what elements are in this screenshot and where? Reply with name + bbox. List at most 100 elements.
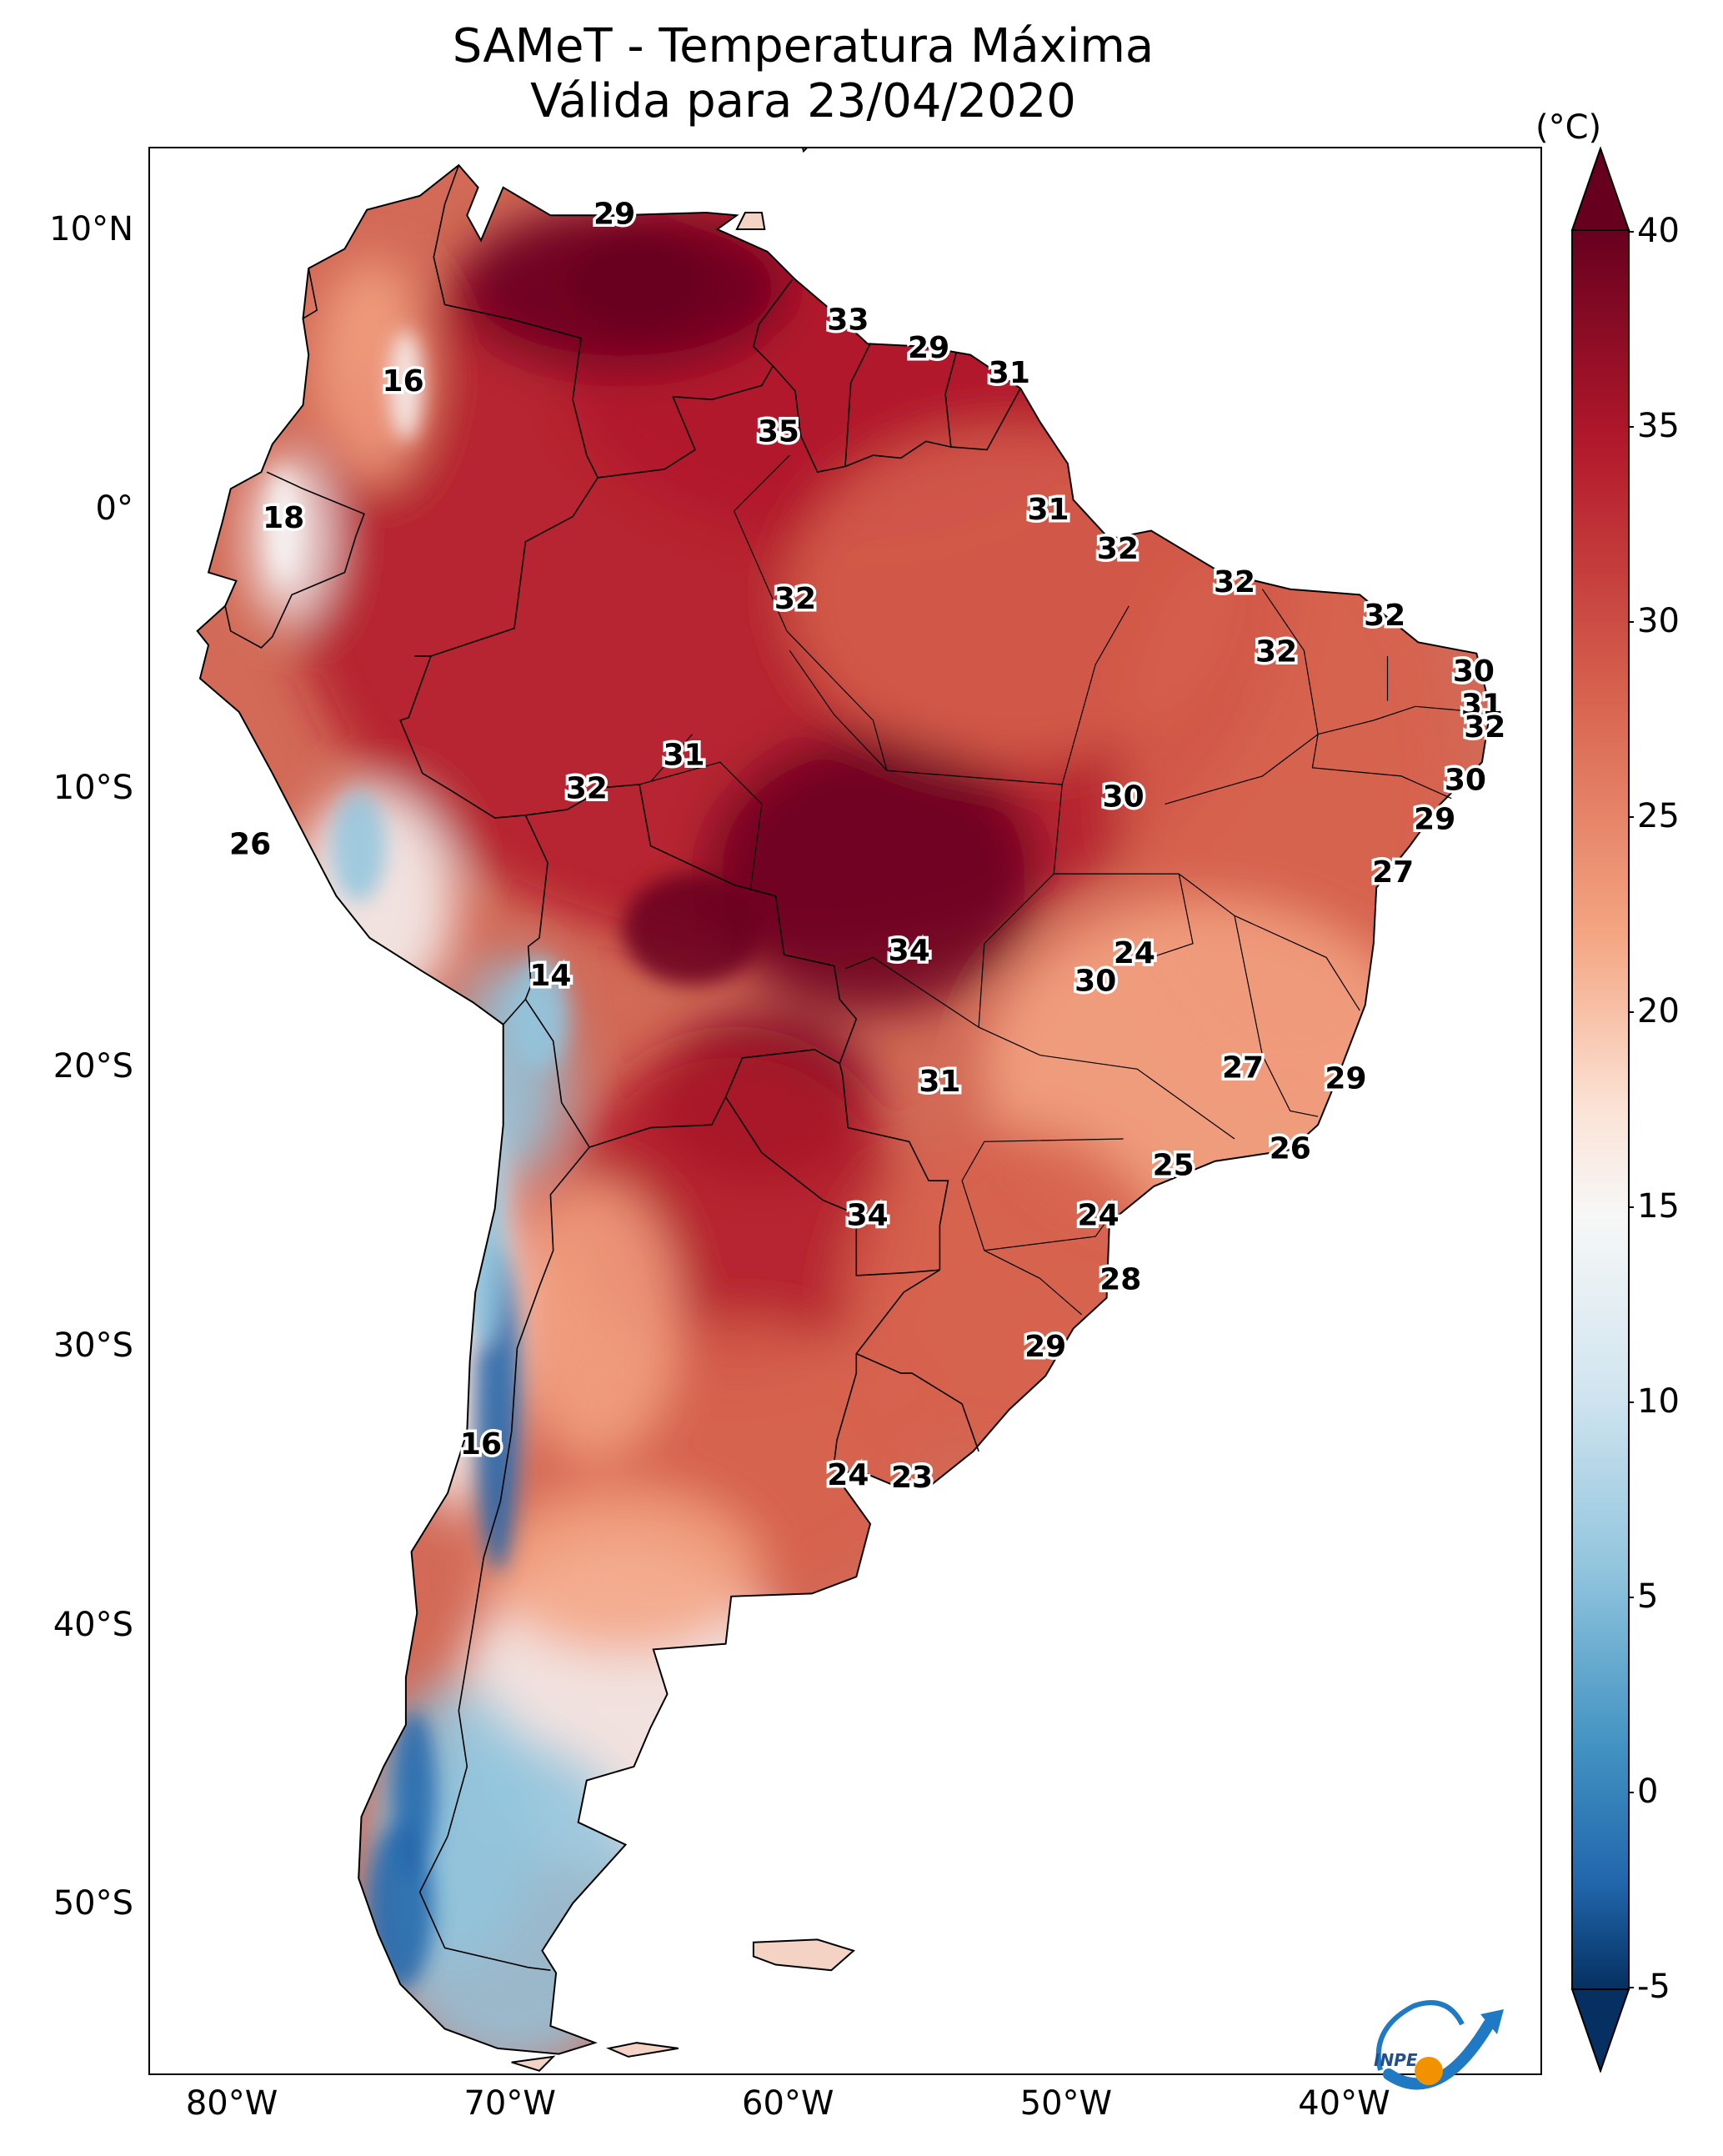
temperature-label: 34 <box>889 934 930 968</box>
border-line <box>855 1352 979 1452</box>
map-title: SAMeT - Temperatura Máxima <box>452 19 1155 73</box>
border-line <box>303 268 318 319</box>
temperature-label: 33 <box>827 303 869 337</box>
temperature-label: 32 <box>1464 710 1505 745</box>
temperature-label: 30 <box>1074 965 1116 999</box>
island <box>606 2042 679 2058</box>
state-border-line <box>984 1250 1082 1316</box>
border-line <box>833 1269 940 1463</box>
colorbar-tick-label: 25 <box>1637 797 1680 835</box>
colorbar-tick-label: 0 <box>1637 1772 1659 1811</box>
colorbar-tick-label: -5 <box>1637 1968 1670 2006</box>
temperature-label: 32 <box>774 582 816 616</box>
temperature-label: 32 <box>1364 599 1405 633</box>
border-line <box>597 278 794 479</box>
temperature-label: 29 <box>1414 802 1455 836</box>
state-border-line <box>1234 915 1319 1117</box>
latitude-tick-label: 10°S <box>53 768 133 807</box>
state-border-line <box>1178 873 1360 1011</box>
island <box>735 212 766 230</box>
state-border-line <box>1317 705 1480 735</box>
island <box>752 1938 856 1972</box>
latitude-tick-label: 50°S <box>53 1884 133 1923</box>
border-line <box>524 999 840 1148</box>
state-border-line <box>1311 734 1452 800</box>
continent-temperature-field <box>197 165 1490 2054</box>
temperature-label: 32 <box>1255 635 1297 669</box>
state-border-line <box>639 761 763 888</box>
temperature-label: 32 <box>566 772 608 806</box>
temperature-label: 26 <box>1270 1131 1311 1166</box>
temperature-label: 24 <box>1078 1199 1119 1233</box>
temperature-label: 29 <box>908 331 949 365</box>
latitude-tick-label: 0° <box>95 489 133 529</box>
latitude-tick-label: 30°S <box>53 1326 133 1365</box>
colorbar-tick-label: 10 <box>1637 1382 1680 1421</box>
colorbar <box>1570 147 1634 2073</box>
temperature-label: 16 <box>460 1427 502 1462</box>
temperature-label: 31 <box>919 1065 960 1099</box>
colorbar-tick-label: 35 <box>1637 407 1680 445</box>
temperature-blob <box>623 874 762 985</box>
temperature-label: 32 <box>1097 532 1139 566</box>
longitude-tick-label: 80°W <box>185 2084 278 2123</box>
temperature-label: 29 <box>594 197 635 231</box>
inpe-logo-text: INPE <box>1374 2050 1418 2070</box>
temperature-label: 16 <box>383 364 424 399</box>
temperature-blob <box>330 790 387 902</box>
latitude-tick-label: 10°N <box>49 210 133 249</box>
colorbar-gradient <box>1571 229 1630 1990</box>
island <box>802 148 808 153</box>
state-border-line <box>650 734 693 782</box>
temperature-label: 24 <box>827 1458 869 1492</box>
temperature-label: 24 <box>1114 936 1155 970</box>
state-border-line <box>789 649 888 771</box>
temperature-label: 31 <box>1461 688 1503 722</box>
temperature-blob <box>388 329 423 442</box>
temperature-label: 30 <box>1453 654 1495 689</box>
temperature-label: 31 <box>989 356 1030 390</box>
map-frame: 29 16 33 29 31 35 18 31 32 32 32 32 32 30 31 32 31 30 32 30… <box>148 147 1542 2075</box>
border-line <box>418 1146 590 1971</box>
temperature-label: 18 <box>263 501 304 535</box>
temperature-label: 29 <box>1325 1062 1366 1096</box>
temperature-label: 34 <box>847 1199 889 1233</box>
temperature-label: 25 <box>1153 1148 1195 1182</box>
longitude-tick-label: 50°W <box>1019 2084 1113 2123</box>
island <box>511 2055 556 2072</box>
temperature-label: 27 <box>1222 1050 1264 1085</box>
longitude-tick-label: 60°W <box>742 2084 834 2123</box>
temperature-blob <box>367 1822 434 1990</box>
state-border-line <box>961 1138 1124 1251</box>
temperature-label: 28 <box>1099 1263 1141 1297</box>
border-line <box>724 1096 940 1276</box>
border-line <box>841 1074 949 1271</box>
border-line <box>525 784 858 1075</box>
inpe-logo: INPE <box>1374 2000 1504 2090</box>
colorbar-tick-label: 30 <box>1637 602 1680 640</box>
temperature-label: 30 <box>1445 764 1486 798</box>
map-subtitle: Válida para 23/04/2020 <box>530 74 1076 128</box>
state-border-line <box>1061 605 1129 785</box>
temperature-label: 32 <box>1214 565 1255 599</box>
longitude-tick-label: 70°W <box>463 2084 556 2123</box>
border-line <box>844 343 871 467</box>
temperature-label: 14 <box>529 959 571 993</box>
colorbar-top-arrow <box>1570 147 1630 231</box>
colorbar-bottom-arrow <box>1570 1988 1630 2073</box>
temperature-label: 31 <box>1027 493 1069 527</box>
colorbar-tick-label: 5 <box>1637 1577 1659 1616</box>
longitude-tick-label: 40°W <box>1298 2084 1390 2123</box>
state-border-line <box>733 454 790 632</box>
temperature-label: 29 <box>1024 1330 1066 1364</box>
border-line <box>433 164 599 479</box>
colorbar-tick-label: 40 <box>1637 212 1680 250</box>
latitude-tick-label: 40°S <box>53 1605 133 1644</box>
latitude-tick-label: 20°S <box>53 1047 133 1086</box>
colorbar-unit: (°C) <box>1535 108 1602 147</box>
temperature-label: 23 <box>891 1461 933 1495</box>
temperature-blob <box>483 1487 762 1656</box>
temperature-label: 30 <box>1103 780 1144 815</box>
